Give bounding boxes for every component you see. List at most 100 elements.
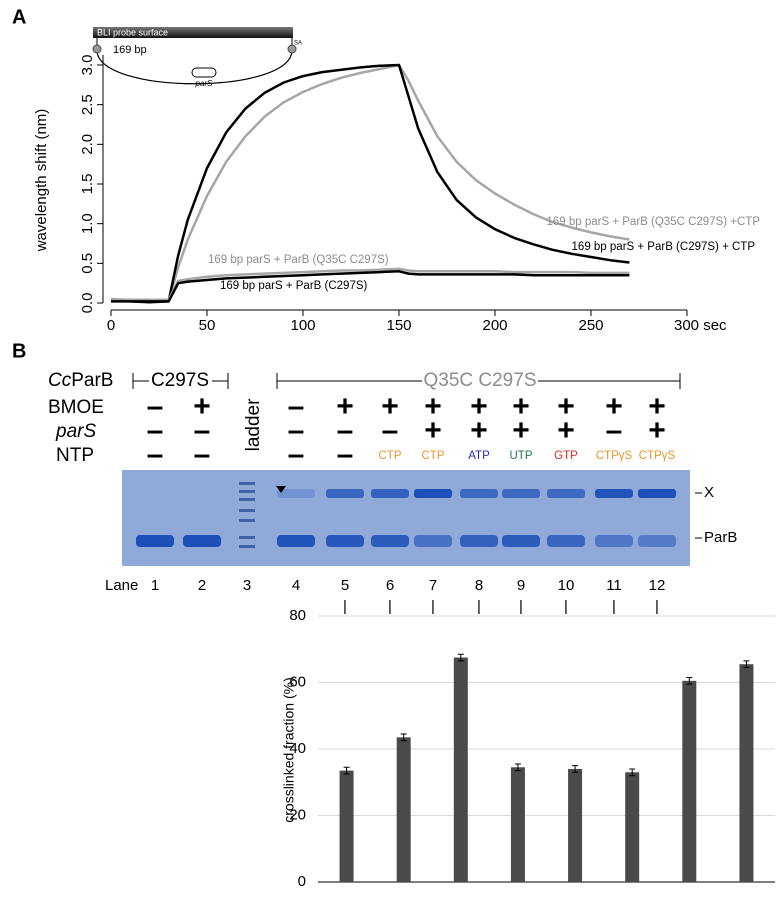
series-label: 169 bp parS + ParB (Q35C C297S): [208, 254, 389, 266]
bmoe-sign: +: [193, 390, 211, 423]
lane-number: 6: [386, 577, 394, 594]
pars-sign: –: [288, 414, 305, 447]
bmoe-sign: –: [288, 390, 305, 423]
error-bar: [457, 653, 464, 662]
error-bar: [686, 677, 693, 685]
bmoe-sign: +: [648, 390, 666, 423]
y-tick-label: 60: [289, 673, 306, 690]
pars-sign: +: [648, 414, 666, 447]
series-label: 169 bp parS + ParB (C297S): [220, 280, 368, 292]
x-tick-label: 300 sec: [674, 317, 727, 334]
pars-sign: –: [337, 414, 354, 447]
row-label-part: Cc: [48, 370, 72, 391]
y-tick-label: 0.5: [79, 253, 96, 274]
ladder-band: [239, 482, 255, 485]
x-band: [638, 489, 676, 498]
inset: BLI probe surface 169 bp parS SA: [92, 27, 302, 88]
pars-sign: –: [606, 414, 623, 447]
panel-label: A: [12, 6, 26, 28]
pars-sign: +: [470, 414, 488, 447]
ladder-label: ladder: [243, 398, 264, 451]
ladder-band: [239, 545, 255, 548]
lane-number: 11: [606, 577, 622, 594]
parb-band: [326, 535, 364, 547]
parb-band: [502, 535, 540, 547]
y-tick-label: 40: [289, 740, 306, 757]
bmoe-sign: +: [512, 390, 530, 423]
group-label: C297S: [151, 370, 209, 391]
x-band: [460, 489, 498, 498]
lane-number: 4: [292, 577, 300, 594]
bmoe-sign: +: [424, 390, 442, 423]
lane-tick: |: [343, 598, 347, 615]
row-label: parS: [55, 421, 96, 442]
series-line: [110, 63, 630, 303]
ladder-band: [239, 519, 255, 522]
lane-tick: |: [612, 598, 616, 615]
parb-band: [414, 535, 452, 547]
pars-sign: +: [557, 414, 575, 447]
parb-band: [183, 535, 221, 547]
bar: [339, 770, 354, 882]
gel-image: [122, 470, 690, 566]
x-tick-label: 200: [482, 317, 507, 334]
series-label: 169 bp parS + ParB (C297S) + CTP: [572, 241, 756, 253]
y-tick-label: 2.0: [79, 134, 96, 155]
site-label: parS: [195, 79, 214, 88]
bmoe-sign: +: [336, 390, 354, 423]
linker-label: SA: [294, 41, 302, 47]
ntp-label: –: [337, 438, 354, 471]
parb-band: [371, 535, 409, 547]
y-tick-label: 0.0: [79, 293, 96, 314]
bar: [453, 657, 468, 882]
lane-number: 9: [517, 577, 525, 594]
ntp-label: CTP: [379, 450, 402, 462]
gel: [122, 470, 690, 566]
linker: [92, 44, 102, 54]
pars-sign: +: [424, 414, 442, 447]
bar: [739, 664, 754, 882]
error-bar: [629, 768, 636, 777]
ladder-band: [239, 536, 255, 539]
x-tick-label: 50: [199, 317, 216, 334]
ntp-label: –: [194, 438, 211, 471]
lane-tick: |: [564, 598, 568, 615]
bar: [625, 772, 640, 882]
y-tick-label: 0: [298, 873, 306, 890]
ntp-label: UTP: [510, 450, 533, 462]
row-label-part: ParB: [71, 370, 113, 391]
y-tick-label: 80: [289, 607, 306, 624]
lane-number: 3: [243, 577, 251, 594]
series-label: 169 bp parS + ParB (Q35C C297S) +CTP: [547, 216, 761, 228]
pars-sign: +: [512, 414, 530, 447]
x-tick-label: 150: [386, 317, 411, 334]
ntp-label: GTP: [554, 450, 578, 462]
ntp-label: ATP: [468, 450, 490, 462]
x-tick-label: 100: [290, 317, 315, 334]
x-band: [502, 489, 540, 498]
pars-sign: –: [382, 414, 399, 447]
bar: [682, 680, 697, 882]
lane-number: 10: [558, 577, 575, 594]
series-line: [111, 270, 630, 303]
x-tick-label: 250: [578, 317, 603, 334]
y-axis-title: crosslinked fraction (%): [281, 677, 297, 823]
lane-tick: |: [655, 598, 659, 615]
bar: [396, 737, 411, 882]
lane-number: 12: [649, 577, 666, 594]
series-line: [111, 267, 630, 302]
x-band: [414, 489, 452, 498]
lane-number: 5: [341, 577, 349, 594]
y-axis-title: wavelength shift (nm): [33, 109, 50, 253]
bar: [568, 768, 583, 882]
bmoe-sign: +: [605, 390, 623, 423]
x-tick-label: 0: [107, 317, 115, 334]
y-tick-label: 1.0: [79, 213, 96, 234]
error-bar: [400, 733, 407, 742]
lane-number: 7: [429, 577, 437, 594]
lane-number: 1: [151, 577, 159, 594]
y-tick-label: 2.5: [79, 94, 96, 115]
group-bracket: [132, 373, 229, 389]
y-tick-label: 1.5: [79, 174, 96, 195]
